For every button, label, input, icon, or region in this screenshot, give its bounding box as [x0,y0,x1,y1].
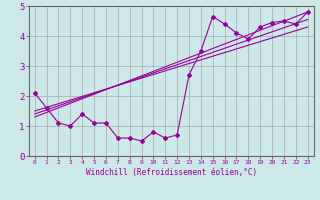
X-axis label: Windchill (Refroidissement éolien,°C): Windchill (Refroidissement éolien,°C) [86,168,257,177]
